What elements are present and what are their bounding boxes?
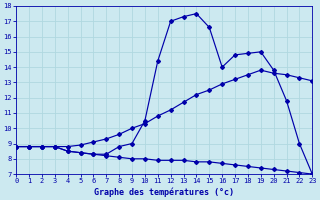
X-axis label: Graphe des températures (°c): Graphe des températures (°c) — [94, 187, 234, 197]
